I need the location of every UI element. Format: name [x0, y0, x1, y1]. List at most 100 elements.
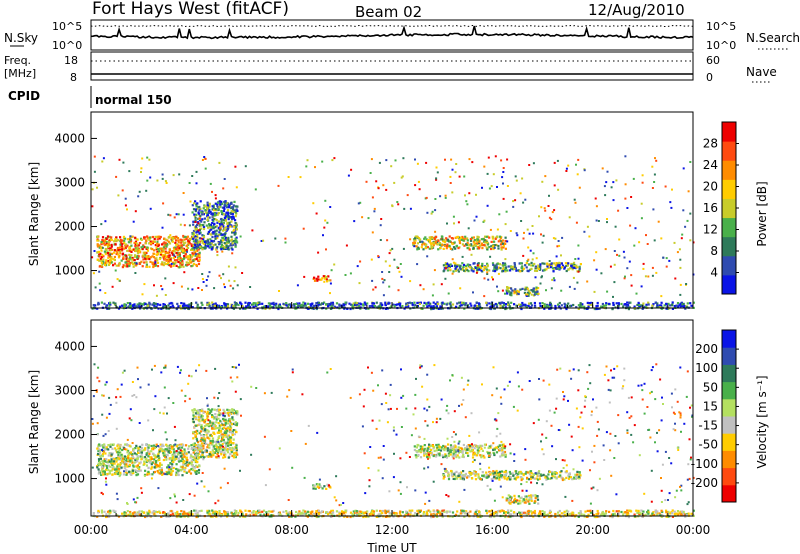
data-cell — [121, 252, 125, 255]
data-cell — [371, 302, 374, 305]
data-cell — [498, 213, 501, 216]
data-cell — [207, 226, 210, 229]
data-cell — [416, 263, 419, 266]
data-cell — [488, 246, 491, 249]
data-cell — [170, 473, 173, 476]
data-cell — [143, 448, 146, 451]
data-cell — [196, 444, 199, 447]
data-cell — [665, 265, 668, 268]
data-cell — [224, 303, 227, 306]
data-cell — [626, 301, 629, 304]
data-cell — [128, 249, 131, 252]
data-cell — [416, 236, 419, 240]
data-cell — [129, 238, 132, 241]
data-cell — [137, 244, 140, 247]
data-cell — [136, 303, 139, 306]
data-cell — [127, 453, 130, 456]
data-cell — [517, 292, 520, 296]
data-cell — [480, 447, 483, 450]
data-cell — [232, 448, 235, 451]
data-cell — [222, 418, 225, 421]
data-cell — [226, 211, 229, 214]
data-cell — [111, 462, 115, 465]
data-cell — [196, 249, 199, 252]
data-cell — [128, 247, 131, 250]
data-cell — [497, 272, 500, 275]
data-cell — [109, 253, 112, 256]
data-cell — [233, 200, 236, 203]
data-cell — [490, 245, 493, 248]
data-cell — [190, 248, 193, 251]
data-cell — [384, 303, 387, 306]
data-cell — [234, 237, 237, 240]
data-cell — [203, 437, 206, 440]
data-cell — [583, 169, 586, 172]
data-cell — [558, 261, 561, 264]
data-cell — [232, 456, 235, 459]
data-cell — [149, 458, 152, 461]
data-cell — [192, 252, 195, 255]
data-cell — [234, 241, 237, 244]
data-cell — [107, 459, 110, 462]
date-label: 12/Aug/2010 — [588, 1, 685, 19]
data-cell — [327, 275, 330, 278]
data-cell — [152, 265, 155, 269]
data-cell — [391, 247, 394, 250]
data-cell — [115, 466, 119, 469]
data-cell — [108, 260, 111, 263]
data-cell — [200, 409, 203, 412]
data-cell — [669, 304, 672, 307]
data-cell — [653, 181, 656, 183]
data-cell — [486, 204, 489, 207]
data-cell — [248, 302, 251, 305]
data-cell — [96, 243, 99, 246]
data-cell — [647, 303, 650, 306]
data-cell — [485, 301, 488, 304]
data-cell — [252, 302, 255, 305]
data-cell — [509, 230, 512, 232]
data-cell — [194, 447, 198, 451]
data-cell — [196, 458, 199, 461]
data-cell — [103, 458, 106, 461]
data-cell — [386, 302, 389, 305]
data-cell — [453, 222, 455, 225]
data-cell — [144, 447, 147, 450]
data-cell — [196, 223, 199, 226]
data-cell — [516, 234, 519, 237]
data-cell — [481, 262, 484, 265]
data-cell — [100, 264, 103, 267]
data-cell — [198, 254, 201, 257]
data-cell — [224, 204, 227, 207]
data-cell — [193, 202, 195, 205]
data-cell — [513, 263, 516, 266]
data-cell — [192, 229, 196, 233]
data-cell — [206, 303, 209, 306]
data-cell — [232, 307, 235, 310]
data-cell — [466, 476, 469, 479]
data-cell — [203, 156, 206, 158]
data-cell — [105, 240, 108, 244]
data-cell — [158, 466, 161, 469]
data-cell — [219, 429, 223, 432]
data-cell — [455, 163, 458, 165]
data-cell — [180, 241, 183, 244]
data-cell — [205, 412, 208, 415]
data-cell — [192, 208, 196, 211]
data-cell — [515, 470, 518, 473]
data-cell — [531, 476, 534, 479]
data-cell — [208, 209, 211, 212]
data-cell — [191, 409, 194, 412]
data-cell — [466, 247, 469, 250]
y-tick-label: 1000 — [54, 264, 85, 278]
data-cell — [225, 435, 228, 438]
data-cell — [99, 461, 102, 464]
data-cell — [150, 444, 153, 448]
data-cell — [482, 220, 485, 223]
data-cell — [141, 456, 144, 459]
data-cell — [191, 175, 194, 177]
data-cell — [228, 409, 231, 412]
data-cell — [119, 305, 122, 308]
data-cell — [517, 269, 520, 272]
data-cell — [500, 452, 504, 455]
data-cell — [231, 430, 234, 433]
